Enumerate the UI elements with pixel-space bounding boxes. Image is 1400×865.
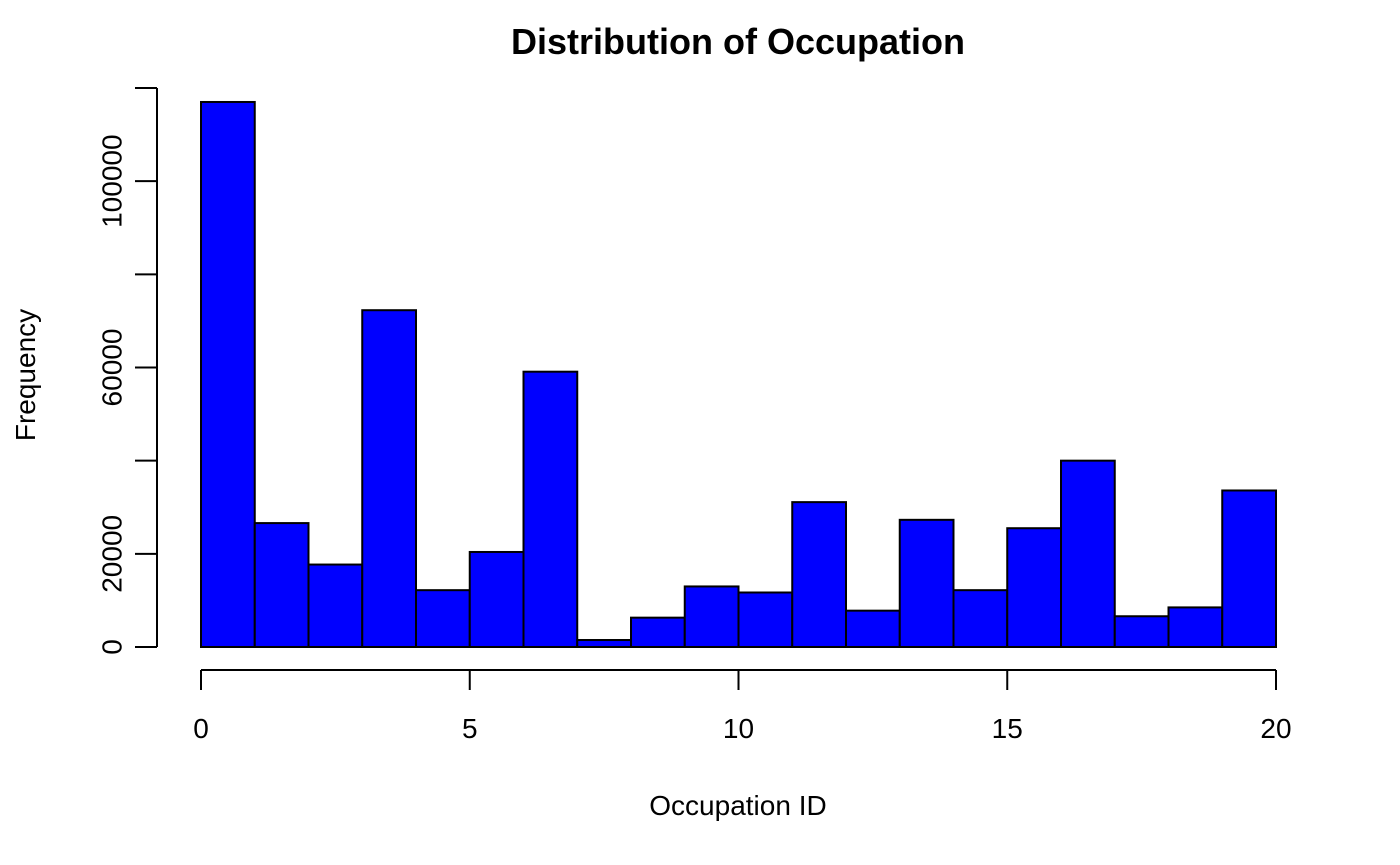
histogram-bar-11: [791, 501, 847, 648]
histogram-bar-12: [845, 609, 901, 648]
histogram-bar-18: [1167, 606, 1224, 649]
y-tick-label-5: 100000: [97, 134, 128, 227]
y-tick-label-1: 20000: [97, 515, 128, 593]
histogram-bar-16: [1060, 459, 1116, 648]
histogram-bar-3: [361, 309, 417, 648]
y-axis: 0 20000 60000 100000: [97, 87, 158, 655]
x-tick-label-1: 5: [462, 713, 478, 744]
y-tick-label-3: 60000: [97, 329, 128, 407]
y-tick-label-0: 0: [97, 639, 128, 655]
histogram-bar-7: [576, 639, 632, 649]
bars-layer: [200, 100, 1277, 649]
histogram-bar-14: [952, 589, 1009, 648]
histogram-bar-5: [468, 550, 525, 648]
y-axis-label: Frequency: [10, 309, 41, 441]
histogram-bar-4: [415, 589, 471, 648]
histogram-bar-2: [307, 563, 364, 648]
histogram-bar-8: [630, 616, 686, 649]
chart-title: Distribution of Occupation: [511, 21, 965, 62]
histogram-bar-15: [1006, 527, 1062, 649]
x-axis-label: Occupation ID: [649, 790, 826, 821]
histogram-bar-6: [522, 370, 579, 648]
histogram-bar-19: [1221, 489, 1277, 649]
histogram-bar-1: [253, 522, 310, 648]
x-tick-label-2: 10: [723, 713, 754, 744]
histogram-bar-9: [683, 585, 740, 648]
x-axis: 0 5 10 15 20: [193, 669, 1292, 744]
x-tick-label-0: 0: [193, 713, 209, 744]
histogram-bar-17: [1113, 615, 1170, 649]
x-tick-label-3: 15: [992, 713, 1023, 744]
histogram-bar-10: [737, 591, 794, 648]
x-tick-label-4: 20: [1260, 713, 1291, 744]
histogram-bar-0: [200, 100, 256, 649]
histogram-bar-13: [898, 518, 955, 649]
